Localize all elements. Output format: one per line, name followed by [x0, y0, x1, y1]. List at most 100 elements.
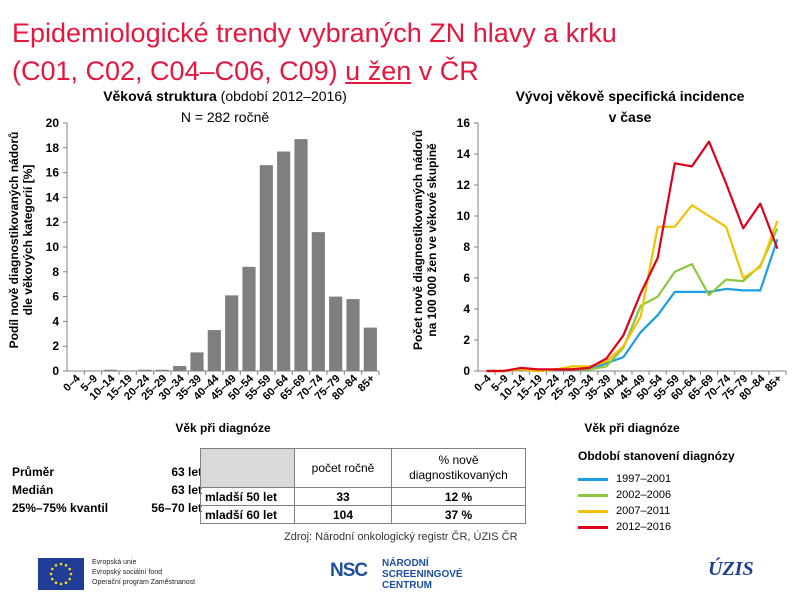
table-corner-cell — [200, 448, 295, 488]
stat-mean-value: 63 let — [171, 465, 202, 479]
left-chart-title: Věková struktura (období 2012–2016) — [60, 88, 390, 104]
bar — [155, 369, 169, 371]
bar — [259, 165, 273, 371]
table-row-pct: 37 % — [391, 505, 526, 524]
legend-item: 1997–2001 — [578, 471, 735, 487]
bar — [277, 151, 291, 371]
y-axis-title-line: Podíl nově diagnostikovaných nádorů — [7, 132, 21, 349]
legend-label: 2007–2011 — [616, 505, 671, 517]
table-row-count: 104 — [294, 505, 392, 524]
table-header-pct-line-1: % nově — [438, 453, 479, 467]
bar — [103, 369, 117, 371]
legend-title: Období stanovení diagnózy — [578, 449, 735, 463]
title-line-1: Epidemiologické trendy vybraných ZN hlav… — [12, 18, 617, 48]
x-tick-label: 85+ — [763, 373, 785, 395]
right-chart-title-line-2: v čase — [608, 109, 652, 125]
title-line-2-post: v ČR — [411, 56, 479, 86]
y-tick-label: 6 — [52, 290, 59, 304]
bar — [173, 366, 187, 371]
y-tick-label: 12 — [457, 178, 471, 192]
bar — [329, 296, 343, 371]
x-axis-title: Věk při diagnóze — [175, 421, 271, 435]
legend-swatch — [578, 478, 608, 481]
bar — [294, 139, 308, 371]
y-tick-label: 12 — [46, 215, 60, 229]
y-tick-label: 10 — [46, 240, 60, 254]
y-tick-label: 0 — [463, 364, 470, 378]
table-row: mladší 50 let 33 12 % — [200, 487, 526, 506]
table-row: mladší 60 let 104 37 % — [200, 505, 526, 524]
y-axis-title: Počet nově diagnostikovaných nádorůna 10… — [411, 130, 439, 350]
title-line-2-underlined: u žen — [345, 56, 412, 86]
table-row-label: mladší 50 let — [200, 487, 295, 506]
bar — [346, 299, 360, 371]
legend-swatch — [578, 526, 608, 529]
legend-label: 1997–2001 — [616, 473, 672, 485]
x-axis-title: Věk při diagnóze — [584, 421, 680, 435]
bar — [207, 330, 221, 371]
legend-label: 2002–2006 — [616, 489, 672, 501]
y-tick-label: 14 — [46, 190, 60, 204]
stat-iqr-label: 25%–75% kvantil — [12, 501, 109, 515]
page-title: Epidemiologické trendy vybraných ZN hlav… — [12, 14, 782, 90]
table-row-label: mladší 60 let — [200, 505, 295, 524]
table-row-pct: 12 % — [391, 487, 526, 506]
y-tick-label: 6 — [463, 271, 470, 285]
y-tick-label: 14 — [457, 147, 471, 161]
nsc-logo-icon: NSC — [330, 560, 368, 581]
nsc-text-line-3: CENTRUM — [382, 580, 432, 591]
footer-logos: Evropská unie Evropský sociální fond Ope… — [0, 550, 800, 600]
table-row-count: 33 — [294, 487, 392, 506]
source-note: Zdroj: Národní onkologický registr ČR, Ú… — [284, 531, 518, 543]
y-tick-label: 2 — [52, 339, 59, 353]
right-chart-title-line-1: Vývoj věkově specifická incidence — [515, 88, 745, 104]
y-tick-label: 20 — [46, 116, 60, 130]
y-axis-title-line: Počet nově diagnostikovaných nádorů — [411, 130, 425, 350]
y-axis-title: Podíl nově diagnostikovaných nádorůdle v… — [7, 132, 35, 349]
series-line — [486, 238, 779, 373]
table-header-pct-line-2: diagnostikovaných — [409, 468, 508, 482]
stat-mean-label: Průměr — [12, 465, 55, 479]
left-chart-subtitle: N = 282 ročně — [180, 109, 270, 125]
age-share-table: počet ročně % nově diagnostikovaných mla… — [200, 448, 526, 524]
uzis-logo-icon: ÚZIS — [708, 558, 754, 580]
left-chart-title-bold: Věková struktura — [103, 88, 217, 104]
bar — [225, 295, 239, 371]
incidence-trend-line-chart: 02468101214160–45–910–1415–1920–2425–293… — [411, 116, 787, 435]
y-tick-label: 8 — [463, 240, 470, 254]
age-structure-bar-chart: 024681012141618200–45–910–1415–1920–2425… — [7, 116, 380, 435]
bar — [363, 327, 377, 371]
y-tick-label: 0 — [52, 364, 59, 378]
eu-flag-icon — [38, 558, 84, 590]
y-tick-label: 18 — [46, 141, 60, 155]
nsc-text-line-2: SCREENINGOVÉ — [382, 569, 463, 580]
bar — [138, 369, 152, 371]
left-chart-title-rest: (období 2012–2016) — [216, 88, 347, 104]
y-axis-title-line: dle věkových kategorií [%] — [21, 165, 35, 316]
y-tick-label: 16 — [457, 116, 471, 130]
bar — [242, 266, 256, 371]
table-header-row: počet ročně % nově diagnostikovaných — [200, 448, 526, 488]
legend-swatch — [578, 494, 608, 497]
stat-median-label: Medián — [12, 483, 54, 497]
stat-median-value: 63 let — [171, 483, 202, 497]
legend-item: 2007–2011 — [578, 503, 735, 519]
legend-label: 2012–2016 — [616, 521, 672, 533]
title-line-2: (C01, C02, C04–C06, C09) u žen v ČR — [12, 52, 782, 90]
y-tick-label: 16 — [46, 166, 60, 180]
stat-iqr-value: 56–70 let — [151, 501, 202, 515]
bar — [190, 352, 204, 371]
line-chart-legend: Období stanovení diagnózy 1997–2001 2002… — [578, 449, 735, 535]
nsc-text-line-1: NÁRODNÍ — [382, 558, 429, 569]
y-tick-label: 10 — [457, 209, 471, 223]
legend-item: 2012–2016 — [578, 519, 735, 535]
eu-funding-text: Evropská unie Evropský sociální fond Ope… — [92, 558, 195, 588]
eu-text-line-1: Evropská unie — [92, 559, 137, 566]
title-line-2-pre: (C01, C02, C04–C06, C09) — [12, 56, 346, 86]
x-tick-label: 85+ — [356, 373, 378, 395]
bar — [311, 232, 325, 371]
y-tick-label: 8 — [52, 265, 59, 279]
table-header-pct: % nově diagnostikovaných — [391, 448, 526, 488]
eu-text-line-2: Evropský sociální fond — [92, 569, 163, 576]
nsc-logo-text: NÁRODNÍ SCREENINGOVÉ CENTRUM — [382, 558, 463, 591]
